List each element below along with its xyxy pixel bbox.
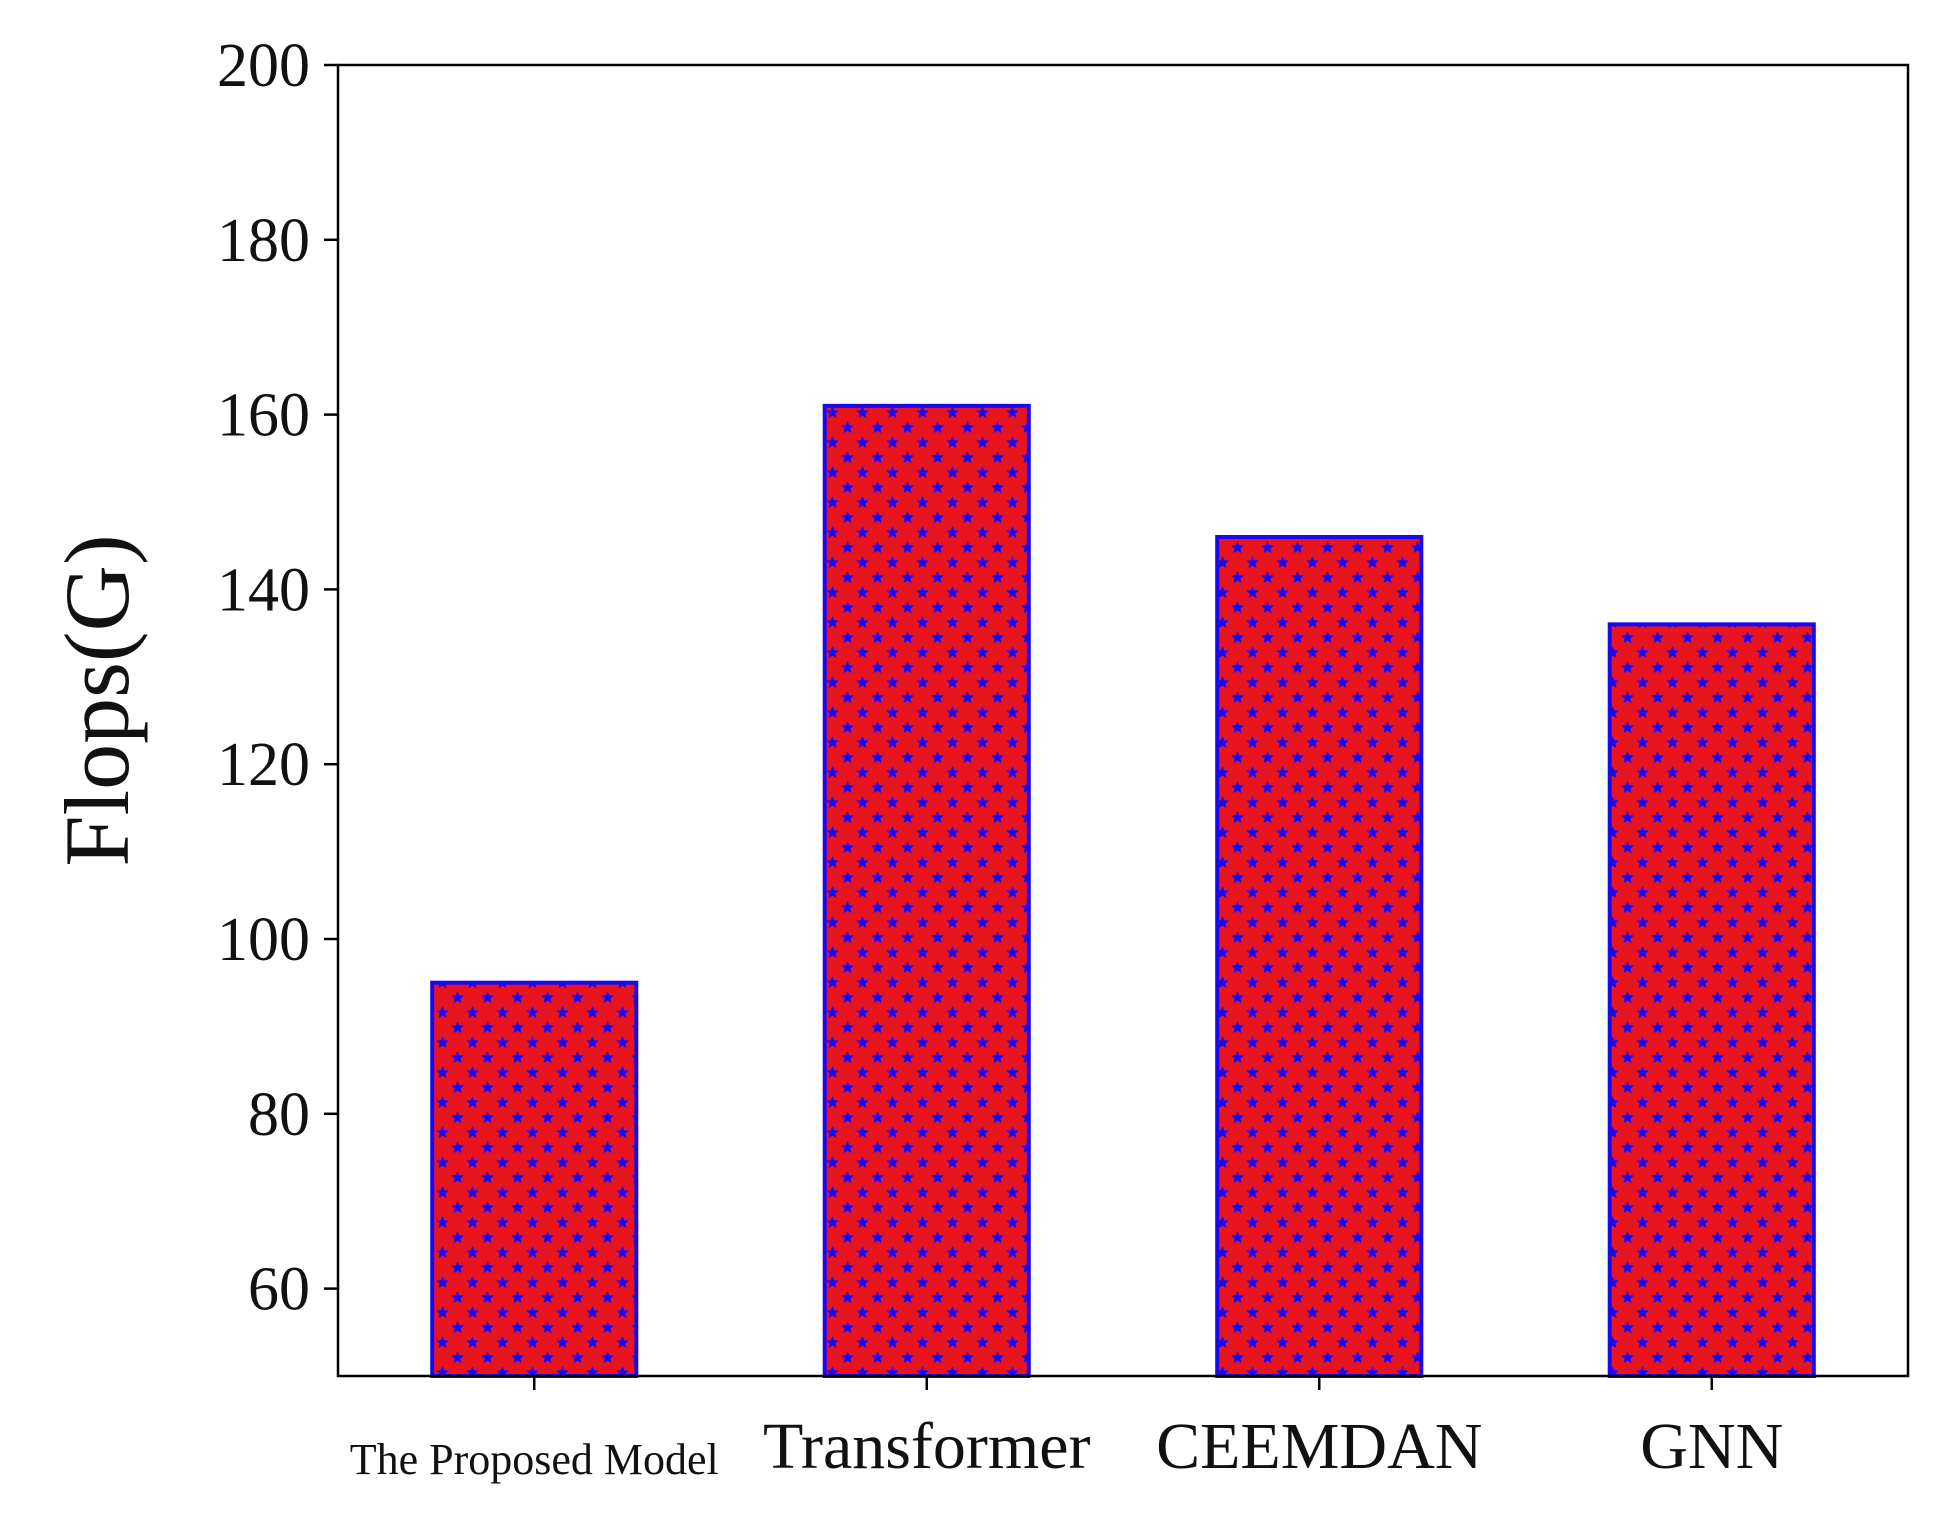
y-tick-label: 180: [217, 207, 310, 275]
y-tick-label: 100: [217, 906, 310, 974]
bar: [1215, 534, 1424, 1378]
y-tick-label: 120: [217, 731, 310, 799]
y-tick-label: 140: [217, 556, 310, 624]
x-axis-ticks: The Proposed Model Transformer CEEMDAN GNN: [350, 1376, 1783, 1484]
y-tick-label: 60: [248, 1256, 310, 1324]
bar: [1607, 622, 1816, 1378]
bar: [822, 403, 1031, 1378]
bars-layer: [430, 403, 1816, 1378]
plot-frame: [336, 63, 1910, 1378]
x-tick-label: GNN: [1640, 1410, 1783, 1483]
x-tick-label: The Proposed Model: [350, 1435, 719, 1484]
y-tick-label: 160: [217, 382, 310, 450]
y-axis-title: Flops(G): [46, 534, 148, 866]
y-axis-ticks: 60 80 100 120 140 160 180 200: [217, 32, 338, 1324]
x-tick-label: Transformer: [763, 1410, 1091, 1483]
y-tick-label: 200: [217, 32, 310, 100]
x-tick-label: CEEMDAN: [1156, 1410, 1482, 1483]
bar: [430, 980, 639, 1378]
y-tick-label: 80: [248, 1081, 310, 1149]
